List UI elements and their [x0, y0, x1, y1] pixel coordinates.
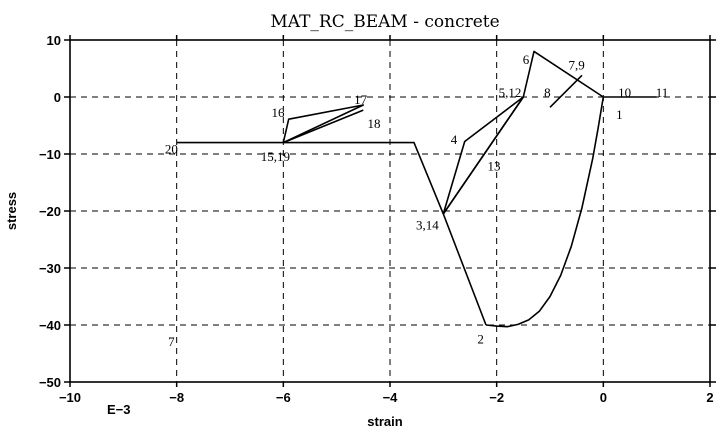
- point-label: 15,19: [261, 149, 290, 164]
- curve-segment: [485, 96, 605, 328]
- point-label: 2: [477, 331, 484, 346]
- point-label: 7: [168, 334, 175, 349]
- y-tick-label: 0: [54, 90, 61, 105]
- y-tick-label: −10: [39, 147, 61, 162]
- curve-segment: [442, 50, 604, 215]
- chart-title: MAT_RC_BEAM - concrete: [270, 12, 499, 32]
- point-label: 1: [616, 107, 623, 122]
- x-tick-label: −4: [383, 390, 399, 405]
- curve-segment: [442, 213, 487, 326]
- x-axis-label: strain: [367, 414, 402, 429]
- curve-segment: [442, 96, 524, 215]
- y-tick-label: −40: [39, 318, 61, 333]
- point-label: 4: [451, 132, 458, 147]
- point-label: 16: [272, 105, 286, 120]
- y-tick-label: −30: [39, 261, 61, 276]
- y-tick-label: 10: [47, 33, 61, 48]
- y-axis-label: stress: [4, 192, 19, 230]
- x-tick-label: −10: [59, 390, 81, 405]
- point-label: 20: [165, 141, 178, 156]
- x-multiplier-label: E−3: [107, 402, 131, 417]
- curve-segment: [283, 141, 445, 215]
- curve-segment: [282, 109, 364, 144]
- point-label: 7,9: [569, 58, 585, 73]
- point-label: 3,14: [416, 217, 439, 232]
- curve-segment: [442, 96, 524, 215]
- point-label: 11: [656, 85, 669, 100]
- curve-segment: [549, 74, 583, 108]
- point-label: 5,12: [499, 85, 522, 100]
- y-tick-label: −50: [39, 375, 61, 390]
- point-label: 8: [544, 85, 551, 100]
- x-tick-label: −8: [169, 390, 184, 405]
- x-tick-label: 0: [600, 390, 607, 405]
- point-label: 17: [354, 92, 368, 107]
- point-label: 10: [618, 85, 631, 100]
- grid: [70, 40, 710, 382]
- x-tick-label: −2: [489, 390, 504, 405]
- point-label: 13: [488, 159, 501, 174]
- point-label: 18: [368, 116, 381, 131]
- y-tick-label: −20: [39, 204, 61, 219]
- curve-segment: [282, 104, 365, 144]
- x-tick-label: 2: [706, 390, 713, 405]
- x-tick-label: −6: [276, 390, 291, 405]
- curve: [176, 50, 657, 328]
- point-label: 6: [523, 52, 530, 67]
